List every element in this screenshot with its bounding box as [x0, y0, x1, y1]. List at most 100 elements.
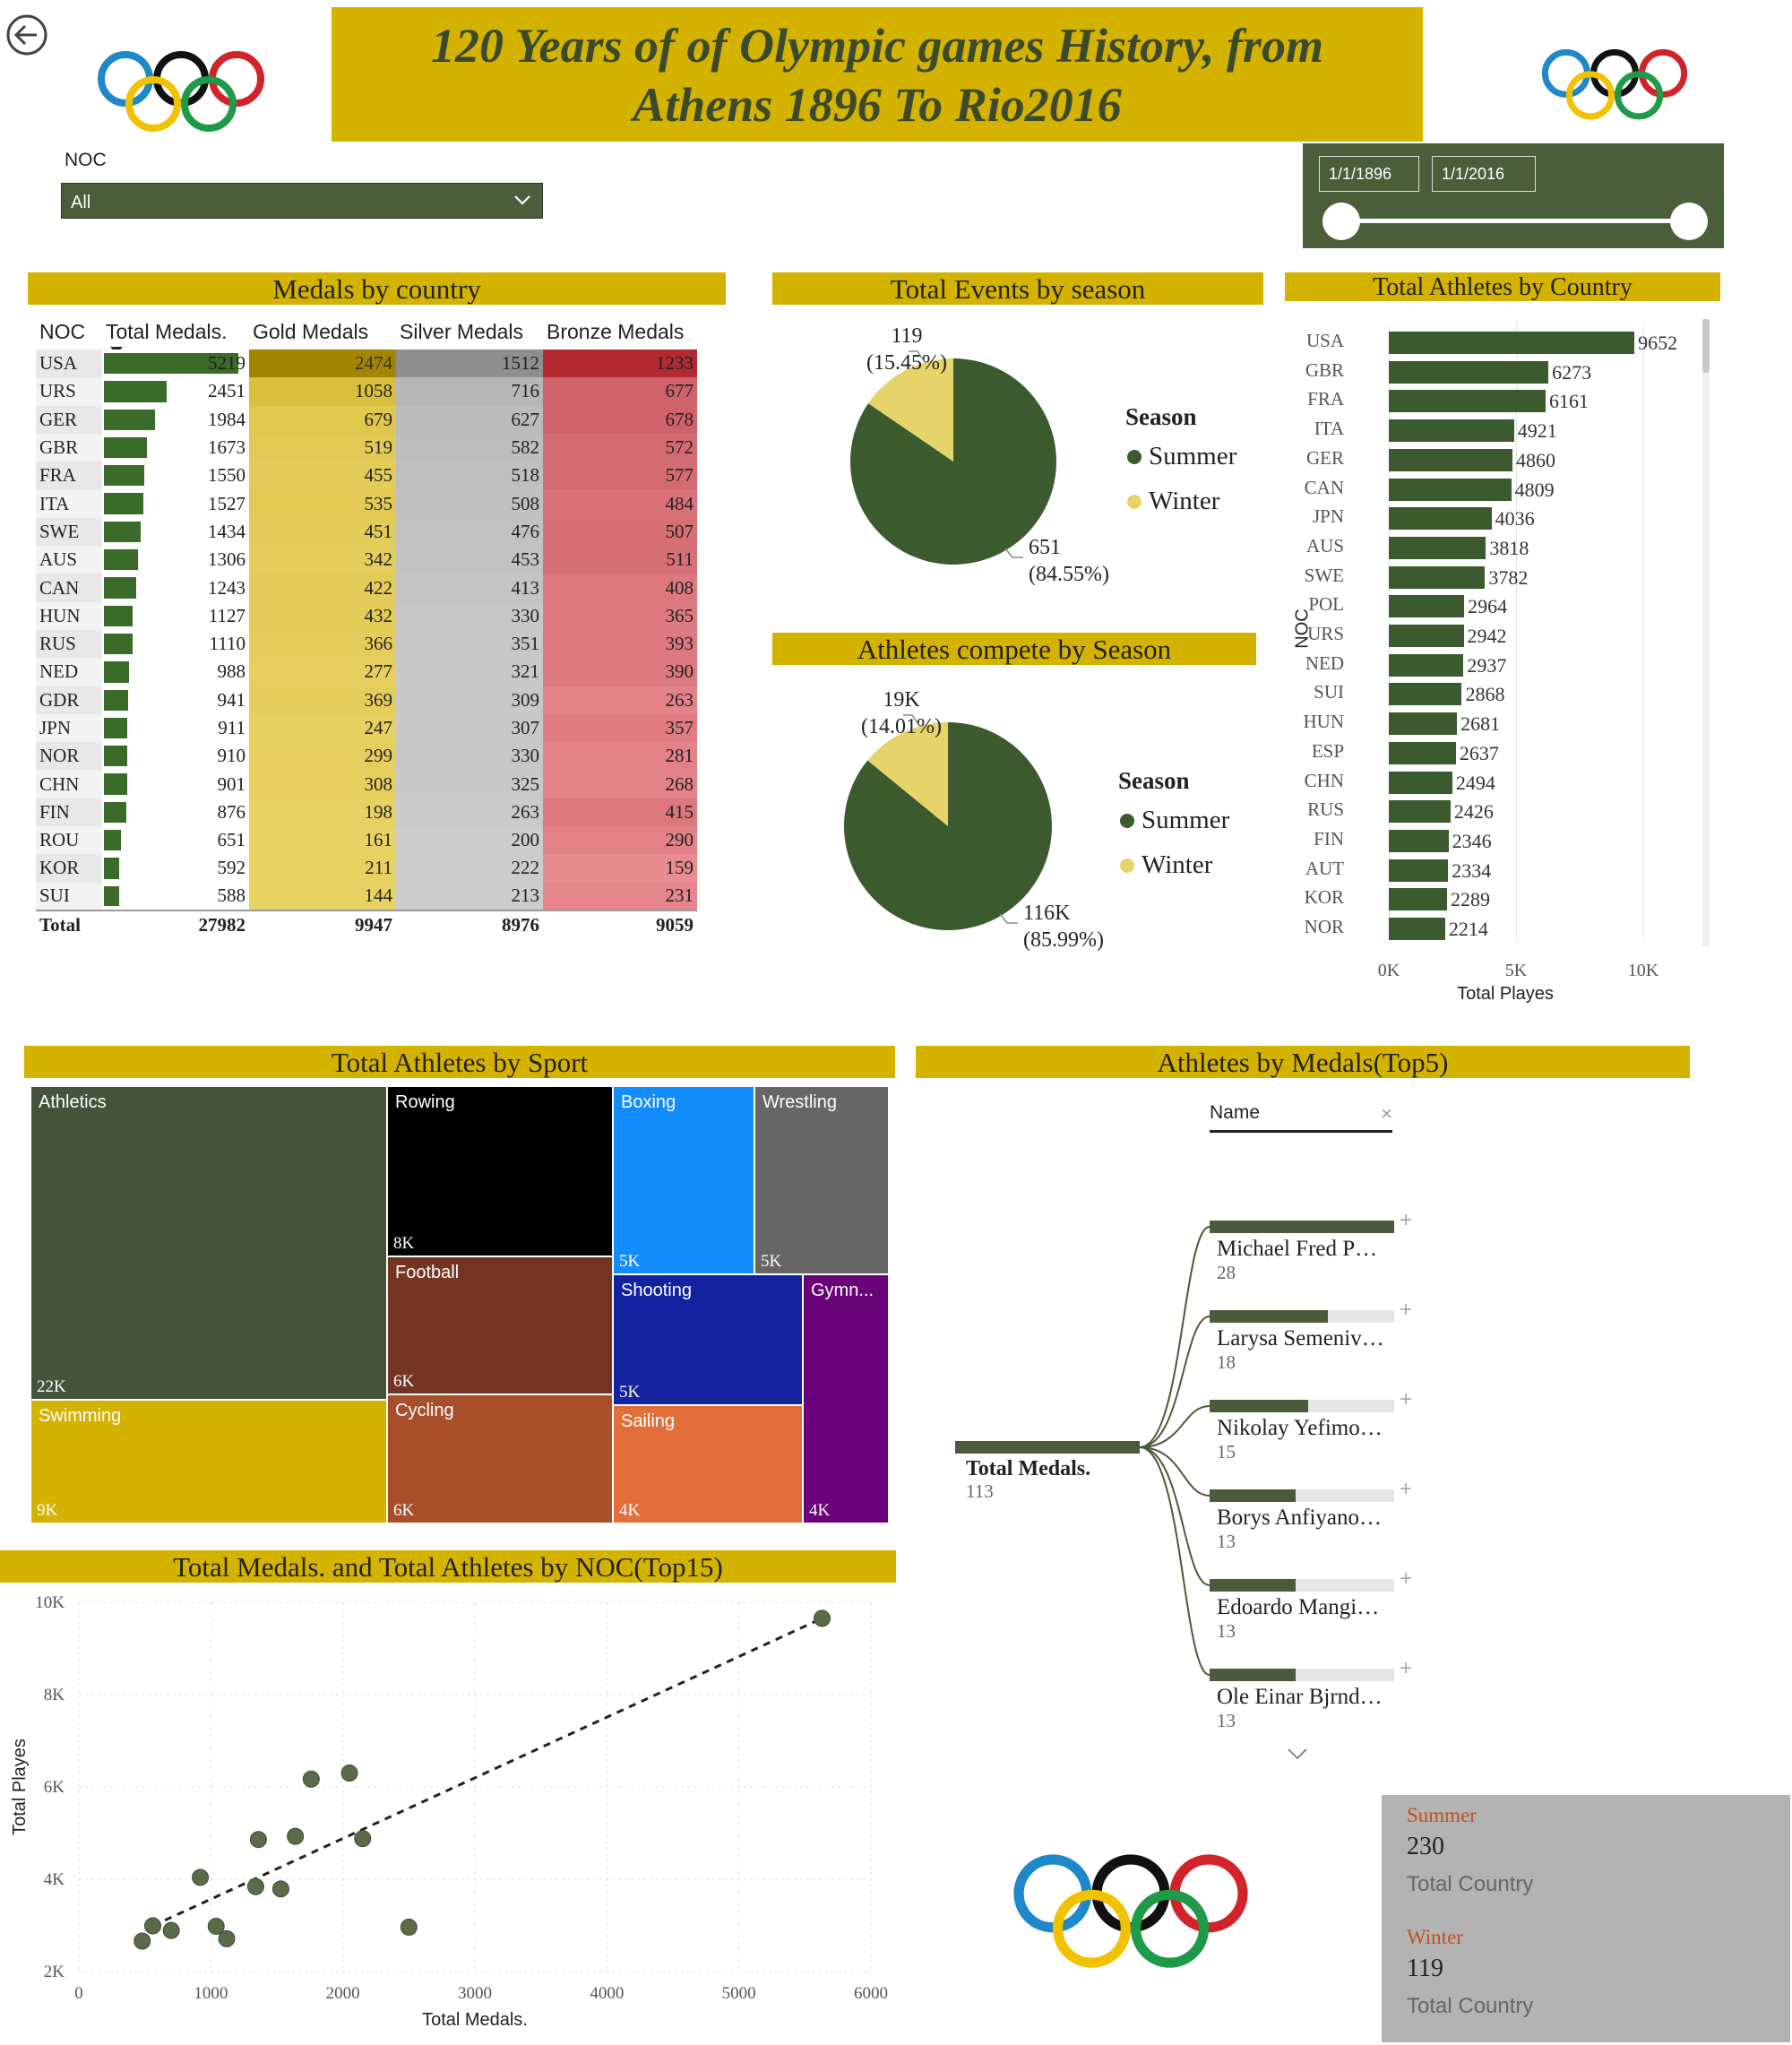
decomp-root-bar[interactable]: [955, 1441, 1140, 1454]
pie-slice-winter[interactable]: [867, 722, 948, 826]
scatter-point[interactable]: [218, 1929, 236, 1947]
col-header-bronze[interactable]: Bronze Medals: [547, 319, 685, 343]
table-row[interactable]: SWE 1434 451 476 507: [36, 517, 697, 547]
bar-ned[interactable]: [1389, 653, 1464, 677]
noc-dropdown[interactable]: All: [61, 183, 543, 219]
bar-chn[interactable]: [1389, 771, 1452, 794]
treemap-cell-wrestling[interactable]: Wrestling 5K: [754, 1086, 889, 1274]
decomp-node-bar[interactable]: [1210, 1400, 1394, 1412]
table-row[interactable]: CAN 1243 422 413 408: [36, 574, 697, 602]
bar-usa[interactable]: [1389, 332, 1635, 354]
treemap-cell-athletics[interactable]: Athletics 22K: [30, 1086, 387, 1400]
decomp-node-bar[interactable]: [1210, 1310, 1394, 1323]
col-header-silver[interactable]: Silver Medals: [400, 319, 524, 343]
decomp-node-bar[interactable]: [1210, 1221, 1394, 1233]
table-row[interactable]: HUN 1127 432 330 365: [36, 601, 697, 630]
summer-value-label: 116K: [1023, 902, 1071, 925]
table-row[interactable]: URS 2451 1058 716 677: [36, 377, 697, 406]
bar-fin[interactable]: [1389, 829, 1449, 852]
pie-slice-winter[interactable]: [868, 358, 953, 462]
scatter-point[interactable]: [144, 1917, 162, 1935]
table-row[interactable]: NOR 910 299 330 281: [36, 742, 697, 771]
bar-aus[interactable]: [1389, 536, 1486, 559]
treemap-cell-rowing[interactable]: Rowing 8K: [387, 1086, 613, 1256]
treemap-cell-swimming[interactable]: Swimming 9K: [30, 1400, 387, 1523]
bar-urs[interactable]: [1389, 625, 1464, 647]
treemap-cell-shooting[interactable]: Shooting 5K: [613, 1274, 803, 1405]
table-row[interactable]: ITA 1527 535 508 484: [36, 489, 697, 518]
expand-plus-icon[interactable]: +: [1400, 1298, 1413, 1322]
scatter-point[interactable]: [192, 1868, 210, 1886]
expand-plus-icon[interactable]: +: [1400, 1656, 1413, 1680]
bar-esp[interactable]: [1389, 741, 1456, 764]
bar-pol[interactable]: [1389, 595, 1465, 618]
decomp-node-bar[interactable]: [1210, 1669, 1394, 1681]
treemap-cell-boxing[interactable]: Boxing 5K: [613, 1086, 754, 1274]
table-row[interactable]: RUS 1110 366 351 393: [36, 629, 697, 659]
scatter-point[interactable]: [287, 1827, 305, 1845]
decomp-node-bar[interactable]: [1210, 1489, 1394, 1502]
table-row[interactable]: ROU 651 161 200 290: [36, 826, 697, 855]
bar-rus[interactable]: [1389, 800, 1451, 824]
scatter-point[interactable]: [246, 1877, 264, 1895]
bar-aut[interactable]: [1389, 859, 1449, 882]
table-row[interactable]: SUI 588 144 213 231: [36, 882, 697, 910]
chevron-down-icon[interactable]: [1288, 1748, 1307, 1760]
table-row[interactable]: CHN 901 308 325 268: [36, 770, 697, 798]
table-row[interactable]: JPN 911 247 307 357: [36, 713, 697, 743]
scatter-point[interactable]: [340, 1765, 358, 1782]
treemap-cell-gymnastics[interactable]: Gymn... 4K: [803, 1274, 889, 1523]
end-date-input[interactable]: 1/1/2016: [1432, 156, 1536, 192]
col-header-noc[interactable]: NOC: [39, 319, 86, 343]
date-slider-track[interactable]: [1339, 219, 1688, 223]
treemap-cell-cycling[interactable]: Cycling 6K: [387, 1394, 613, 1523]
col-header-total[interactable]: Total Medals.: [102, 314, 249, 354]
back-button[interactable]: [4, 13, 49, 57]
table-row[interactable]: FIN 876 198 263 415: [36, 798, 697, 827]
expand-plus-icon[interactable]: +: [1400, 1208, 1413, 1232]
table-row[interactable]: FRA 1550 455 518 577: [36, 462, 697, 490]
scatter-point[interactable]: [813, 1609, 831, 1627]
date-slider-start-handle[interactable]: [1322, 203, 1360, 240]
table-row[interactable]: GDR 941 369 309 263: [36, 686, 697, 714]
bar-category-label: USA: [1305, 330, 1344, 351]
table-row[interactable]: USA 5219 2474 1512 1233: [36, 349, 697, 378]
table-row[interactable]: KOR 592 211 222 159: [36, 854, 697, 883]
bar-can[interactable]: [1389, 478, 1512, 501]
bar-gbr[interactable]: [1389, 360, 1549, 384]
close-icon[interactable]: ×: [1381, 1102, 1392, 1125]
bar-hun[interactable]: [1389, 712, 1458, 736]
expand-plus-icon[interactable]: +: [1400, 1477, 1413, 1501]
start-date-input[interactable]: 1/1/1896: [1319, 156, 1419, 192]
scatter-point[interactable]: [302, 1770, 320, 1788]
bar-ita[interactable]: [1389, 419, 1514, 443]
scrollbar-track[interactable]: [1702, 319, 1710, 946]
expand-plus-icon[interactable]: +: [1400, 1566, 1413, 1591]
scrollbar-thumb[interactable]: [1702, 319, 1710, 373]
table-row[interactable]: GBR 1673 519 582 572: [36, 433, 697, 462]
scatter-point[interactable]: [271, 1880, 289, 1898]
scatter-point[interactable]: [354, 1830, 372, 1848]
col-header-gold[interactable]: Gold Medals: [253, 319, 369, 343]
expand-plus-icon[interactable]: +: [1400, 1387, 1413, 1411]
scatter-point[interactable]: [162, 1921, 180, 1939]
bar-kor[interactable]: [1389, 888, 1447, 911]
decomp-field-chip[interactable]: Name ×: [1210, 1102, 1392, 1133]
bar-ger[interactable]: [1389, 448, 1513, 471]
bar-jpn[interactable]: [1389, 507, 1492, 531]
date-slider-end-handle[interactable]: [1670, 203, 1708, 240]
bar-sui[interactable]: [1389, 683, 1462, 706]
bar-swe[interactable]: [1389, 565, 1486, 589]
bar-fra[interactable]: [1389, 390, 1546, 413]
bar-nor[interactable]: [1389, 918, 1445, 940]
scatter-point[interactable]: [207, 1918, 225, 1936]
scatter-point[interactable]: [134, 1932, 151, 1950]
scatter-point[interactable]: [400, 1919, 418, 1937]
table-row[interactable]: AUS 1306 342 453 511: [36, 546, 697, 574]
table-row[interactable]: NED 988 277 321 390: [36, 658, 697, 686]
scatter-point[interactable]: [249, 1831, 267, 1849]
treemap-cell-sailing[interactable]: Sailing 4K: [613, 1405, 803, 1523]
treemap-cell-football[interactable]: Football 6K: [387, 1256, 613, 1394]
decomp-node-bar[interactable]: [1210, 1579, 1394, 1592]
table-row[interactable]: GER 1984 679 627 678: [36, 405, 697, 434]
